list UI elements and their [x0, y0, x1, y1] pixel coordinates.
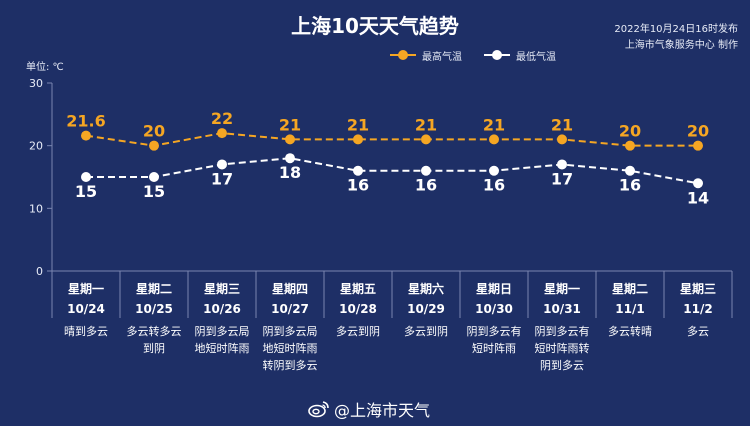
high-temp-label: 21 — [279, 115, 301, 134]
low-temp-label: 16 — [483, 176, 505, 195]
day-weekday-label: 星期二 — [136, 281, 172, 296]
high-temp-label: 20 — [143, 122, 165, 141]
high-temp-point — [81, 130, 91, 141]
y-tick-label: 10 — [29, 202, 43, 215]
day-weekday-label: 星期三 — [204, 281, 240, 296]
day-weekday-label: 星期四 — [272, 281, 308, 296]
legend-item-low[interactable]: 最低气温 — [484, 48, 556, 63]
low-temp-point — [217, 159, 227, 170]
low-temp-label: 16 — [347, 176, 369, 195]
day-weather-label: 阴到多云局地短时阵雨转阴到多云 — [263, 324, 318, 372]
low-temp-label: 16 — [415, 176, 437, 195]
high-temp-point — [421, 134, 431, 145]
chart-legend: 最高气温 最低气温 — [390, 47, 578, 63]
day-weather-label: 阴到多云有短时阵雨 — [467, 324, 522, 355]
y-tick-label: 20 — [29, 140, 43, 153]
low-temp-point — [421, 165, 431, 176]
day-weekday-label: 星期一 — [68, 281, 104, 296]
day-weekday-label: 星期三 — [680, 281, 716, 296]
low-temp-label: 15 — [75, 182, 97, 201]
weibo-footer: @上海市天气 — [308, 397, 430, 421]
day-weekday-label: 星期六 — [408, 281, 444, 296]
high-temp-label: 21 — [551, 115, 573, 134]
high-temp-point — [489, 134, 499, 145]
day-date-label: 10/29 — [407, 302, 445, 316]
day-date-label: 10/26 — [203, 302, 241, 316]
high-temp-label: 22 — [211, 109, 233, 128]
legend-low-label: 最低气温 — [516, 51, 556, 63]
publish-info: 2022年10月24日16时发布 上海市气象服务中心 制作 — [614, 22, 738, 54]
low-temp-point — [693, 178, 703, 189]
day-date-label: 11/1 — [615, 302, 644, 316]
low-temp-label: 17 — [551, 169, 573, 188]
high-temp-label: 21 — [483, 115, 505, 134]
day-weather-label: 晴到多云 — [64, 324, 108, 338]
low-temp-point — [625, 165, 635, 176]
legend-high-label: 最高气温 — [422, 51, 462, 63]
page-title: 上海10天天气趋势 — [291, 14, 459, 38]
producer: 上海市气象服务中心 制作 — [624, 40, 738, 51]
low-temp-point — [353, 165, 363, 176]
day-weekday-label: 星期一 — [544, 281, 580, 296]
high-temp-label: 21.6 — [66, 112, 105, 131]
day-date-label: 10/31 — [543, 302, 581, 316]
day-weather-label: 多云 — [687, 324, 709, 338]
day-weather-label: 阴到多云有短时阵雨转阴到多云 — [535, 324, 590, 372]
day-weather-label: 多云转晴 — [608, 324, 652, 338]
legend-high-marker-icon — [390, 50, 416, 60]
legend-item-high[interactable]: 最高气温 — [390, 48, 462, 63]
day-weather-label: 多云到阴 — [404, 324, 448, 338]
day-weather-label: 多云转多云到阴 — [127, 324, 182, 355]
low-temp-label: 18 — [279, 163, 301, 182]
publish-time: 2022年10月24日16时发布 — [614, 24, 738, 35]
day-weekday-label: 星期日 — [476, 281, 512, 296]
day-date-label: 10/27 — [271, 302, 309, 316]
weibo-handle: @上海市天气 — [334, 401, 431, 420]
day-date-label: 10/25 — [135, 302, 173, 316]
low-temp-point — [489, 165, 499, 176]
high-temp-point — [149, 140, 159, 151]
low-temp-point — [149, 172, 159, 182]
high-temp-line — [85, 132, 698, 147]
low-temp-point — [285, 153, 295, 164]
high-temp-point — [693, 140, 703, 151]
low-temp-label: 15 — [143, 182, 165, 201]
low-temp-point — [81, 172, 91, 182]
low-temp-line — [86, 157, 699, 185]
high-temp-label: 21 — [347, 115, 369, 134]
low-temp-point — [557, 159, 567, 170]
high-temp-label: 21 — [415, 115, 437, 134]
y-tick-label: 0 — [36, 265, 43, 278]
unit-label: 单位: ℃ — [26, 62, 64, 73]
high-temp-point — [353, 134, 363, 145]
day-weather-label: 多云到阴 — [336, 324, 380, 338]
day-date-label: 10/28 — [339, 302, 377, 316]
day-date-label: 10/30 — [475, 302, 513, 316]
day-weather-label: 阴到多云局地短时阵雨 — [195, 324, 250, 355]
day-date-label: 10/24 — [67, 302, 105, 316]
high-temp-point — [217, 128, 227, 139]
legend-low-marker-icon — [484, 50, 510, 60]
day-weekday-label: 星期二 — [612, 281, 648, 296]
high-temp-point — [625, 140, 635, 151]
high-temp-label: 20 — [619, 122, 641, 141]
high-temp-point — [285, 134, 295, 145]
day-date-label: 11/2 — [683, 302, 712, 316]
weibo-icon — [308, 401, 329, 418]
low-temp-label: 17 — [211, 169, 233, 188]
day-weekday-label: 星期五 — [340, 281, 376, 296]
high-temp-label: 20 — [687, 122, 709, 141]
y-tick-label: 30 — [29, 77, 43, 90]
low-temp-label: 14 — [687, 188, 709, 207]
low-temp-label: 16 — [619, 176, 641, 195]
high-temp-point — [557, 134, 567, 145]
